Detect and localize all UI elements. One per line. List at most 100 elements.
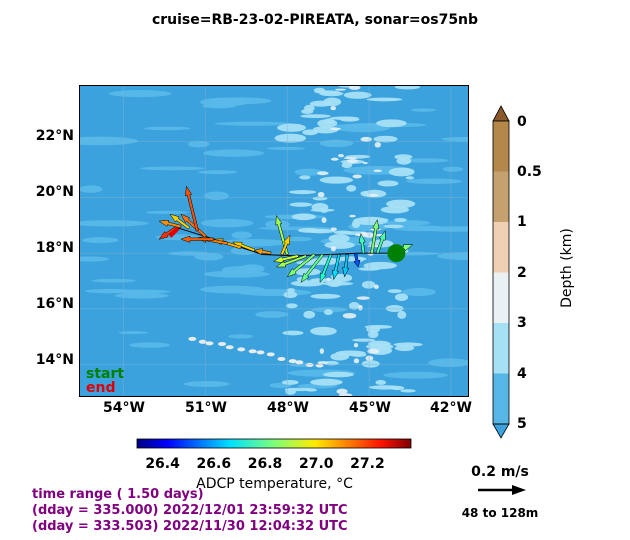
- seamount-patch: [315, 363, 324, 368]
- ridge-patch: [380, 206, 410, 214]
- depth-bar-segment: [493, 171, 509, 222]
- seamount-patch: [266, 352, 275, 357]
- lat-tick-label: 16°N: [35, 296, 74, 312]
- bathymetry-layer: [80, 86, 468, 396]
- ridge-patch: [348, 301, 360, 310]
- ridge-summit: [334, 88, 346, 91]
- ridge-summit: [336, 388, 348, 395]
- bathymetry-band: [228, 334, 254, 339]
- ridge-summit: [317, 191, 325, 198]
- ridge-summit: [358, 304, 363, 311]
- bathymetry-band: [202, 149, 265, 157]
- current-vector-arrow: [272, 254, 299, 263]
- seamount-patch: [295, 360, 304, 365]
- bathymetry-band: [266, 146, 306, 151]
- current-vector-arrow: [280, 234, 291, 256]
- bathymetry-band: [187, 140, 210, 148]
- ridge-patch: [394, 293, 409, 301]
- ridge-summit: [330, 127, 341, 131]
- ridge-summit: [356, 296, 370, 300]
- bathymetry-band: [168, 251, 210, 256]
- ridge-patch: [283, 291, 298, 299]
- ridge-patch: [328, 234, 350, 243]
- bathymetry-band: [145, 210, 189, 214]
- ridge-patch: [321, 281, 354, 286]
- current-vector-arrow: [169, 213, 191, 230]
- seamount-patch: [218, 341, 227, 346]
- ridge-patch: [313, 87, 326, 93]
- ridge-summit: [316, 171, 329, 176]
- bathymetry-band: [80, 220, 149, 227]
- ridge-summit: [353, 358, 360, 364]
- depth-tick-label: 5: [517, 416, 527, 432]
- bathymetry-band: [411, 108, 437, 112]
- ridge-patch: [299, 175, 311, 180]
- ridge-patch: [300, 114, 331, 119]
- bathymetry-band: [118, 331, 149, 335]
- ridge-patch: [367, 330, 379, 339]
- bathymetry-band: [114, 292, 169, 299]
- bathymetry-band: [437, 252, 468, 261]
- ridge-patch: [285, 303, 298, 309]
- ridge-patch: [366, 343, 394, 350]
- seamount-patch: [225, 345, 234, 350]
- current-vector-arrow: [370, 218, 380, 254]
- current-vector-arrow: [300, 253, 325, 283]
- ridge-summit: [319, 348, 325, 354]
- map-canvas: [80, 86, 468, 396]
- ridge-summit: [347, 158, 358, 164]
- bathymetry-band: [334, 123, 390, 133]
- ridge-patch: [288, 190, 317, 195]
- ridge-patch: [293, 268, 321, 276]
- bathymetry-band: [81, 237, 119, 244]
- speed-scale-label: 0.2 m/s: [471, 464, 529, 480]
- depth-bar-segment: [493, 373, 509, 424]
- ridge-patch: [310, 378, 343, 386]
- depth-colorbar: [492, 105, 510, 439]
- bathymetry-band: [214, 121, 292, 126]
- depth-bar-bottom-extension: [492, 423, 510, 439]
- ridge-patch: [305, 388, 318, 392]
- ridge-summit: [349, 214, 356, 218]
- current-vector-arrow: [180, 235, 214, 243]
- ridge-patch: [383, 224, 404, 229]
- map-panel: [79, 85, 469, 397]
- bathymetry-band: [294, 168, 323, 176]
- temp-tick-label: 26.8: [247, 456, 283, 472]
- seamount-patch: [198, 339, 207, 344]
- bathymetry-band: [183, 381, 230, 388]
- lon-tick-label: 54°W: [103, 400, 145, 416]
- bathymetry-band: [420, 226, 468, 232]
- current-vector-arrow: [286, 253, 316, 278]
- depth-bar-segment: [493, 323, 509, 374]
- seamount-patch: [188, 336, 197, 341]
- ridge-patch: [322, 371, 354, 378]
- ridge-summit: [348, 86, 361, 90]
- depth-bar-top-extension: [492, 105, 510, 122]
- ridge-summit: [330, 245, 336, 252]
- ridge-summit: [342, 312, 357, 319]
- depth-bar-frame: [492, 120, 510, 425]
- bathymetry-band: [200, 285, 266, 294]
- end-time-text: (dday = 335.000) 2022/12/01 23:59:32 UTC: [32, 503, 348, 518]
- speed-scale-arrow-icon: [478, 485, 526, 495]
- ridge-summit: [373, 169, 382, 173]
- bathymetry-band: [319, 139, 354, 148]
- depth-tick-label: 1: [517, 214, 527, 230]
- ridge-patch: [405, 176, 415, 180]
- bathymetry-band: [406, 178, 462, 184]
- seamount-patch: [205, 341, 214, 346]
- ridge-summit: [367, 193, 379, 197]
- bathymetry-band: [109, 289, 171, 294]
- track-markers: [168, 226, 406, 263]
- current-vector-arrow: [158, 219, 182, 229]
- ridge-summit: [330, 157, 339, 161]
- bathymetry-band: [204, 191, 229, 201]
- lon-tick-label: 42°W: [430, 400, 472, 416]
- ridge-summit: [353, 342, 359, 348]
- start-marker: [387, 244, 406, 263]
- ridge-patch: [337, 256, 367, 262]
- current-vector-arrow: [275, 254, 308, 268]
- ridge-summit: [367, 348, 380, 354]
- ridge-patch: [317, 119, 338, 128]
